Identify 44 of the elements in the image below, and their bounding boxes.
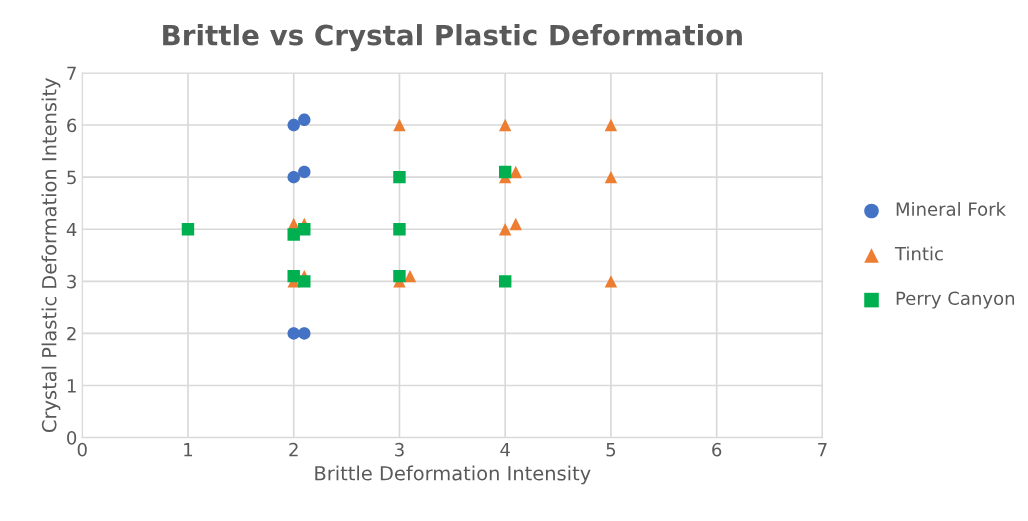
point xyxy=(393,118,406,132)
point xyxy=(604,170,618,184)
y-axis-title: Crystal Plastic Deformation Intensity xyxy=(41,78,61,433)
point xyxy=(287,228,300,241)
point xyxy=(393,223,406,236)
point xyxy=(498,165,512,179)
x-tick-label: 1 xyxy=(184,443,193,457)
legend-label: Tintic xyxy=(894,246,943,261)
x-tick-label: 4 xyxy=(500,443,510,457)
x-axis-title: Brittle Deformation Intensity xyxy=(315,465,591,485)
y-tick-label: 1 xyxy=(67,379,76,393)
point xyxy=(298,113,311,127)
point xyxy=(393,269,406,283)
y-tick-label: 7 xyxy=(67,66,76,80)
point xyxy=(298,327,311,340)
point xyxy=(298,165,311,179)
x-tick-label: 2 xyxy=(289,442,298,457)
point xyxy=(287,170,300,184)
x-tick-label: 7 xyxy=(818,443,827,457)
point xyxy=(287,118,300,132)
y-tick-label: 4 xyxy=(66,222,77,237)
x-tick-label: 0 xyxy=(77,442,87,457)
point xyxy=(604,118,618,132)
point xyxy=(298,223,311,236)
point xyxy=(498,275,512,288)
point xyxy=(498,223,512,236)
x-tick-label: 6 xyxy=(712,442,722,457)
chart-title: Brittle vs Crystal Plastic Deformation xyxy=(163,24,742,52)
y-tick-label: 0 xyxy=(67,431,77,445)
point xyxy=(509,217,522,231)
y-tick-label: 2 xyxy=(67,326,76,341)
legend-label: Perry Canyon xyxy=(896,291,1015,309)
y-tick-label: 5 xyxy=(67,170,76,185)
point xyxy=(498,118,512,132)
y-tick-label: 6 xyxy=(67,118,77,133)
point xyxy=(604,275,618,288)
point xyxy=(509,165,522,179)
point xyxy=(298,275,311,288)
x-tick-label: 3 xyxy=(395,442,404,457)
legend-label: Mineral Fork xyxy=(896,202,1006,216)
point xyxy=(393,170,406,184)
point xyxy=(181,223,195,236)
y-tick-label: 3 xyxy=(67,274,76,289)
x-tick-label: 5 xyxy=(606,443,616,457)
